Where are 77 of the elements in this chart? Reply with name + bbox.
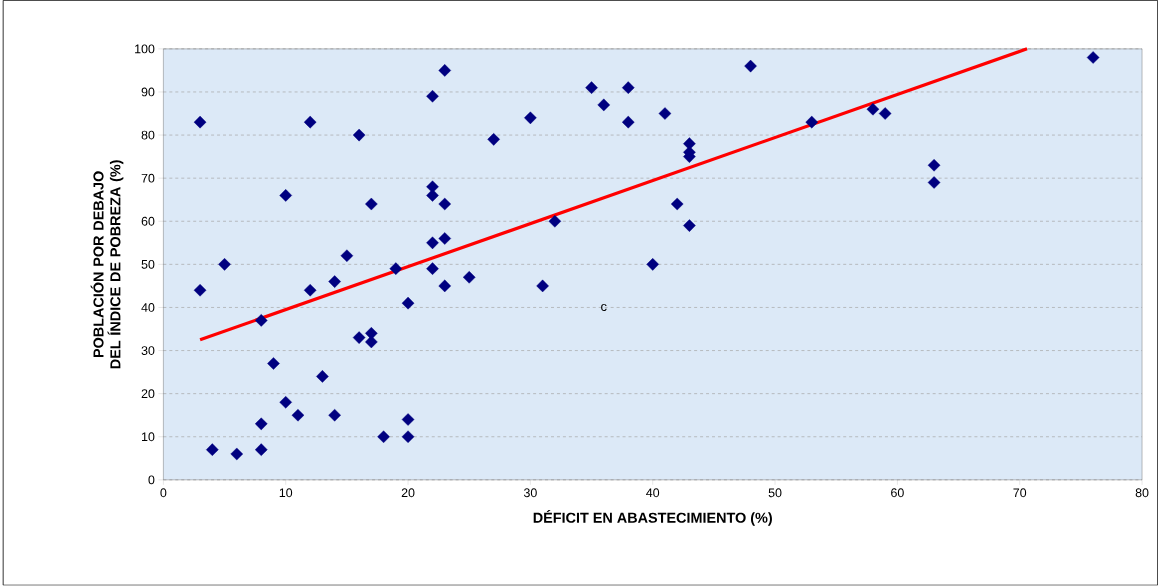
x-axis-title: DÉFICIT EN ABASTECIMIENTO (%) <box>533 510 772 526</box>
point <box>365 197 378 211</box>
y-tick-label: 0 <box>148 475 155 485</box>
point <box>536 279 549 293</box>
point <box>254 417 268 431</box>
x-tick-label: 0 <box>160 488 167 498</box>
point <box>352 129 366 142</box>
x-tick-label: 10 <box>279 488 293 498</box>
point <box>426 262 439 276</box>
y-tick-label: 80 <box>141 130 155 140</box>
point <box>401 430 415 444</box>
y-tick-label: 70 <box>141 173 155 183</box>
point <box>548 215 562 228</box>
point <box>193 116 207 129</box>
y-tick-label: 30 <box>141 346 155 356</box>
point <box>426 236 439 250</box>
point <box>267 357 280 370</box>
point <box>426 90 439 103</box>
point <box>230 447 244 461</box>
point <box>254 443 268 457</box>
y-tick-label: 90 <box>141 87 155 97</box>
point <box>487 133 500 146</box>
point <box>524 111 537 125</box>
point <box>438 279 452 293</box>
y-tick-label: 60 <box>141 217 155 226</box>
x-tick-label: 70 <box>1013 488 1027 498</box>
point <box>254 314 268 327</box>
x-tick-label: 20 <box>401 488 415 498</box>
point <box>621 116 635 129</box>
point <box>438 232 452 245</box>
point <box>279 189 292 202</box>
point <box>744 60 757 73</box>
point <box>279 396 292 409</box>
y-tick-label: 100 <box>135 44 155 54</box>
point <box>328 409 341 422</box>
point <box>328 275 341 289</box>
point <box>365 335 378 349</box>
point <box>340 249 354 263</box>
y-tick-label: 50 <box>141 260 155 269</box>
x-tick-label: 30 <box>523 488 537 498</box>
y-tick-label: 20 <box>141 389 155 399</box>
y-axis-title: POBLACIÓN POR DEBAJO DEL ÍNDICE DE POBREZA (%) <box>90 160 124 369</box>
point <box>389 262 403 276</box>
point <box>927 176 941 189</box>
point <box>670 197 684 211</box>
point <box>206 443 219 457</box>
point <box>303 116 317 129</box>
point <box>621 81 635 95</box>
point <box>878 107 892 120</box>
point <box>316 370 329 383</box>
point <box>377 430 390 444</box>
point <box>438 64 452 77</box>
x-tick-label: 40 <box>646 488 660 498</box>
x-tick-label: 50 <box>768 488 782 498</box>
point <box>352 331 366 345</box>
point <box>291 409 305 422</box>
y-tick-label: 10 <box>142 432 155 442</box>
point <box>658 107 672 120</box>
y-tick-label: 40 <box>141 303 155 313</box>
point <box>927 159 941 172</box>
point <box>401 297 415 310</box>
point <box>438 197 452 211</box>
point <box>303 284 317 297</box>
x-tick-label: 60 <box>891 488 904 498</box>
x-tick-label: 80 <box>1135 488 1149 498</box>
point <box>585 81 598 95</box>
point <box>462 271 476 284</box>
point <box>218 258 231 271</box>
point <box>1086 51 1100 64</box>
point <box>646 258 659 271</box>
point <box>401 413 415 426</box>
point <box>683 219 696 233</box>
annotation: c <box>601 304 607 312</box>
point <box>805 116 819 129</box>
point <box>193 284 207 297</box>
point <box>597 98 611 112</box>
point <box>866 103 880 116</box>
